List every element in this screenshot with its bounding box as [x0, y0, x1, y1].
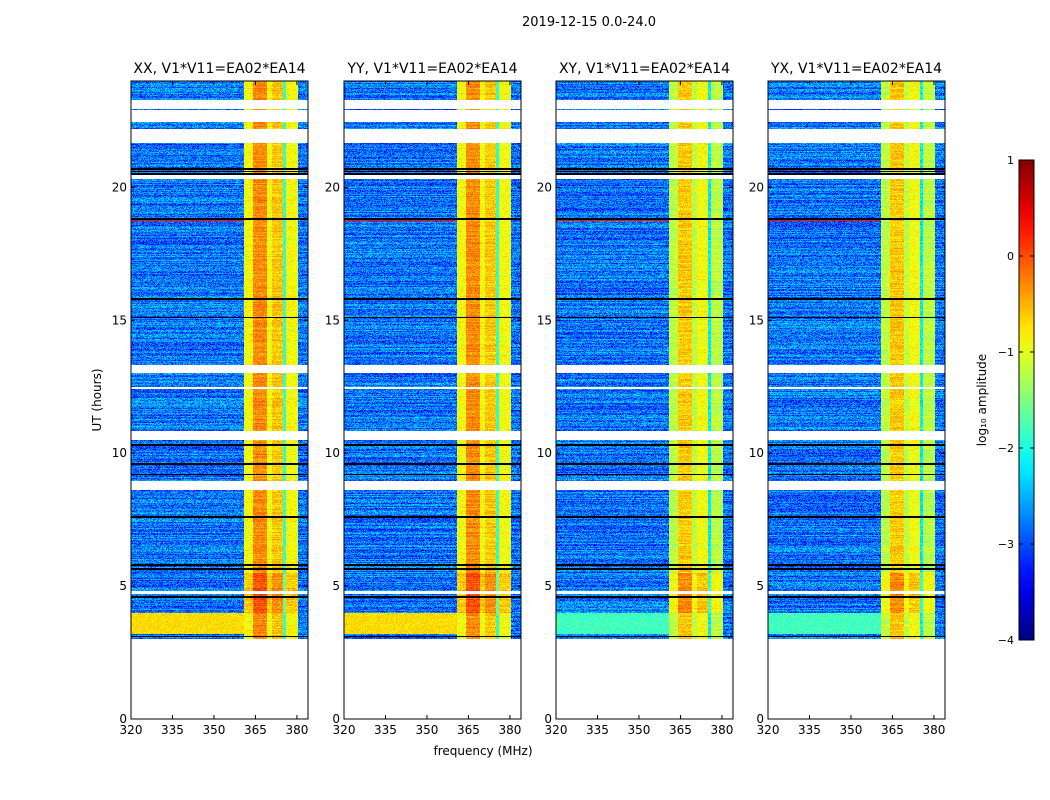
y-tick-label: 0: [119, 712, 127, 726]
axes-frame: [555, 80, 734, 720]
axes-frame: [343, 80, 522, 720]
x-tick-label: 365: [669, 723, 692, 737]
y-tick-label: 5: [756, 579, 764, 593]
x-tick-label: 335: [586, 723, 609, 737]
colorbar-tick-label: −1: [998, 346, 1014, 359]
colorbar-tick-label: −2: [998, 442, 1014, 455]
y-tick-label: 20: [537, 180, 552, 194]
y-tick-label: 15: [325, 313, 340, 327]
x-tick-label: 335: [161, 723, 184, 737]
x-tick-label: 320: [120, 723, 143, 737]
y-tick-label: 0: [544, 712, 552, 726]
panel-axes: XY, V1*V11=EA02*EA14 320 335 350 365 380 0 5 10 1…: [537, 61, 734, 737]
x-tick-label: 350: [628, 723, 651, 737]
panel-title: YX, V1*V11=EA02*EA14: [770, 61, 942, 77]
axes-frame: [767, 80, 946, 720]
axes-frame: [130, 80, 309, 720]
panel-title: XX, V1*V11=EA02*EA14: [133, 61, 305, 77]
x-tick-label: 365: [457, 723, 480, 737]
y-tick-label: 10: [537, 446, 552, 460]
colorbar-label: log₁₀ amplitude: [975, 354, 989, 446]
y-tick-label: 15: [537, 313, 552, 327]
figure-title: 2019-12-15 0.0-24.0: [522, 15, 656, 30]
x-tick-label: 365: [881, 723, 904, 737]
x-tick-label: 350: [840, 723, 863, 737]
spectrogram-xy: [556, 81, 733, 719]
spectrogram-yy: [344, 81, 521, 719]
colorbar-tick-label: 0: [1007, 250, 1014, 263]
colorbar: 1 0 −1 −2 −3 −4 log₁₀ amplitude: [975, 154, 1035, 647]
y-axis-label: UT (hours): [90, 368, 104, 431]
x-tick-label: 380: [710, 723, 733, 737]
y-tick-label: 5: [119, 579, 127, 593]
y-tick-label: 0: [756, 712, 764, 726]
x-tick-label: 320: [757, 723, 780, 737]
y-tick-label: 15: [112, 313, 127, 327]
x-tick-label: 335: [798, 723, 821, 737]
x-tick-label: 350: [203, 723, 226, 737]
x-tick-label: 380: [498, 723, 521, 737]
y-tick-label: 20: [325, 180, 340, 194]
colorbar-tick-label: −3: [998, 538, 1014, 551]
panel-axes: YX, V1*V11=EA02*EA14 320 335 350 365 380 0 5 10 1…: [749, 61, 946, 737]
panel-title: XY, V1*V11=EA02*EA14: [559, 61, 730, 77]
x-tick-label: 380: [922, 723, 945, 737]
colorbar-tick-label: 1: [1007, 154, 1014, 167]
y-tick-label: 20: [112, 180, 127, 194]
spectrogram-xx: [131, 81, 308, 719]
y-tick-label: 10: [749, 446, 764, 460]
y-tick-label: 5: [332, 579, 340, 593]
x-tick-label: 350: [416, 723, 439, 737]
x-tick-label: 380: [285, 723, 308, 737]
y-tick-label: 10: [325, 446, 340, 460]
y-tick-label: 20: [749, 180, 764, 194]
spectrogram-yx: [768, 81, 945, 719]
colorbar-tick-label: −4: [998, 634, 1014, 647]
x-tick-label: 365: [244, 723, 267, 737]
panel-title: YY, V1*V11=EA02*EA14: [346, 61, 517, 77]
panel-axes: YY, V1*V11=EA02*EA14 320 335 350 365 380 0 5 10 1…: [325, 61, 522, 737]
x-tick-label: 320: [333, 723, 356, 737]
panel-axes: XX, V1*V11=EA02*EA14 320 335 350 365 380 0 5 10 1…: [112, 61, 309, 737]
y-tick-label: 15: [749, 313, 764, 327]
x-axis-label: frequency (MHz): [433, 744, 532, 758]
y-tick-label: 5: [544, 579, 552, 593]
y-tick-label: 0: [332, 712, 340, 726]
x-tick-label: 335: [374, 723, 397, 737]
colorbar-gradient: [1018, 159, 1035, 641]
y-tick-label: 10: [112, 446, 127, 460]
x-tick-label: 320: [545, 723, 568, 737]
